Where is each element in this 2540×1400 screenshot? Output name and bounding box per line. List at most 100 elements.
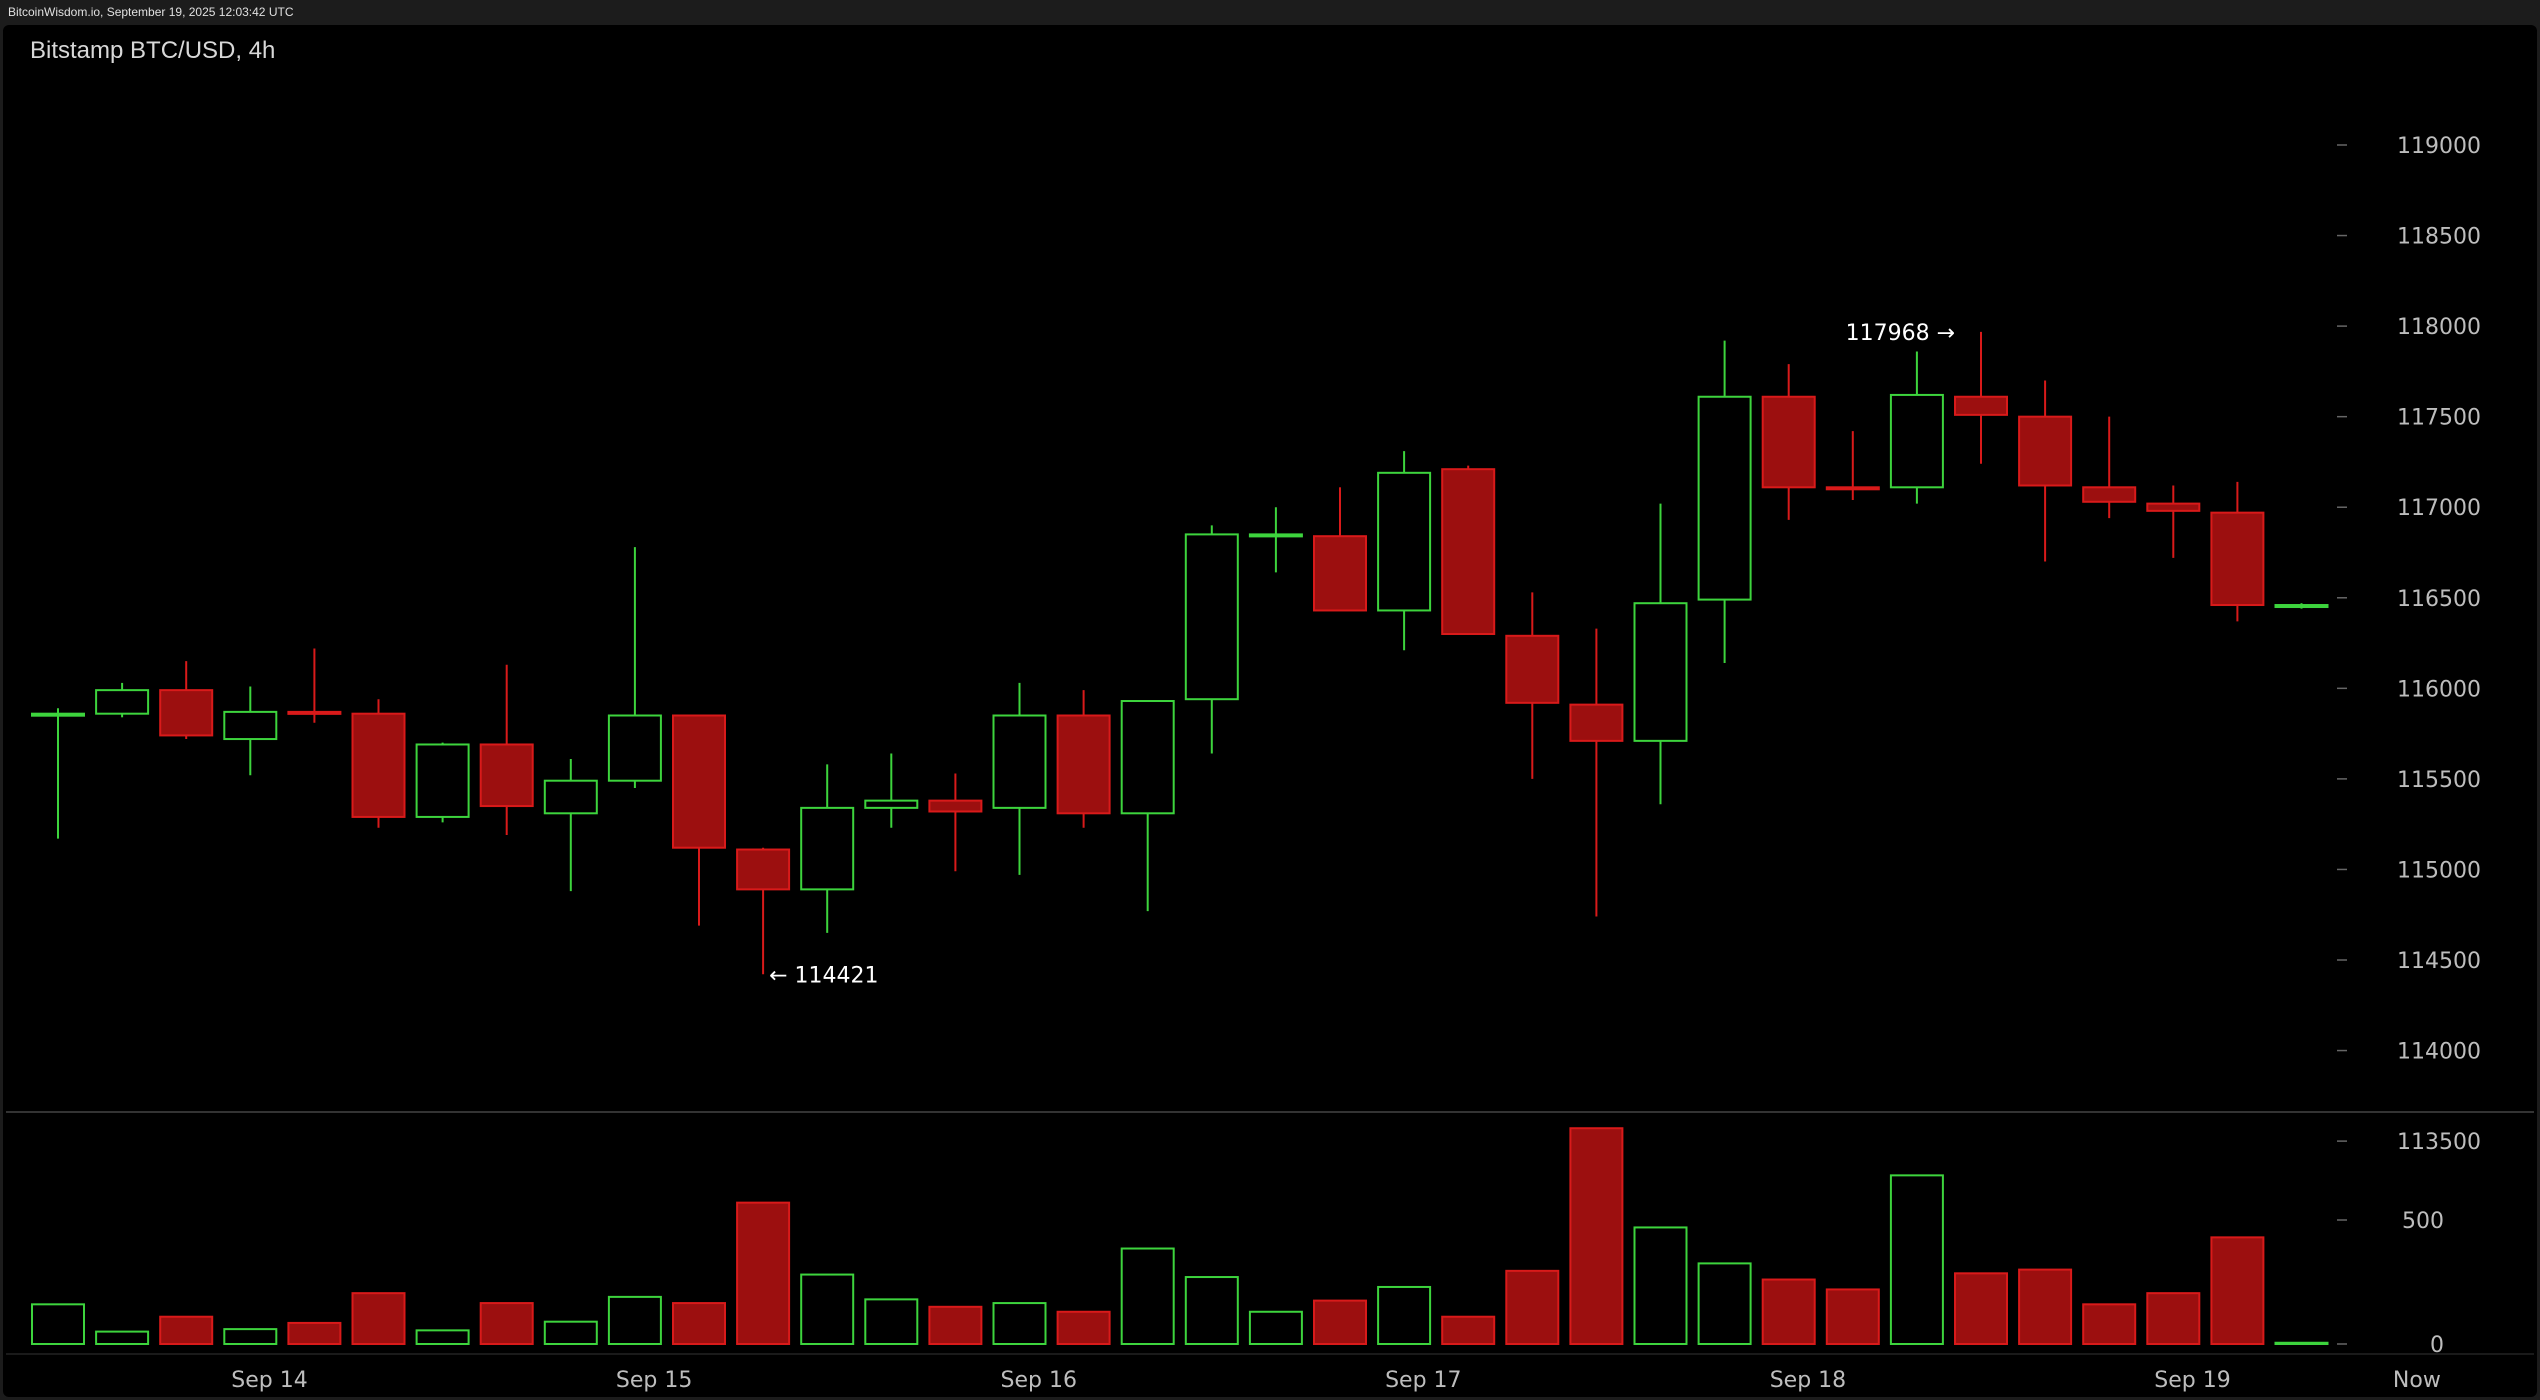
x-axis-label: Sep 17 — [1385, 1368, 1461, 1393]
candle-body — [1505, 634, 1560, 704]
volume-bar — [1248, 1310, 1303, 1346]
volume-bar — [800, 1273, 855, 1346]
volume-bar — [1825, 1288, 1880, 1345]
candle-body — [543, 779, 598, 815]
candle-body — [1697, 395, 1752, 601]
volume-bar — [672, 1302, 726, 1345]
volume-bar — [2146, 1292, 2201, 1346]
candle-body — [31, 712, 85, 717]
candle-body — [479, 743, 534, 808]
candle-body — [287, 710, 342, 715]
candle-body — [1633, 602, 1688, 742]
candle-body — [928, 799, 983, 813]
candle-body — [1825, 486, 1880, 491]
candle-body — [672, 714, 726, 849]
x-axis-label: Sep 19 — [2154, 1368, 2230, 1393]
candle-body — [992, 714, 1047, 809]
candle-body — [1056, 714, 1111, 815]
candle-body — [736, 848, 791, 891]
volume-bar — [287, 1321, 342, 1346]
volume-bar — [2018, 1268, 2073, 1345]
volume-tick-label: 0 — [2430, 1333, 2444, 1358]
volume-bar — [2082, 1303, 2137, 1345]
volume-tick-label: 500 — [2402, 1209, 2444, 1234]
volume-bar — [479, 1302, 534, 1345]
volume-bar — [1184, 1276, 1239, 1346]
price-tick-label: 118500 — [2397, 225, 2481, 250]
volume-bar — [1761, 1278, 1816, 1346]
candle-body — [1569, 703, 1624, 742]
volume-bar — [1505, 1269, 1560, 1345]
price-tick-label: 114000 — [2397, 1040, 2481, 1065]
candle-body — [864, 799, 919, 809]
x-axis-label: Now — [2393, 1368, 2441, 1393]
chart-panel — [3, 25, 2537, 1397]
price-tick-label: 113500 — [2397, 1130, 2481, 1155]
candle-body — [223, 710, 278, 741]
x-axis-label: Sep 14 — [231, 1368, 307, 1393]
price-tick-label: 116000 — [2397, 677, 2481, 702]
x-axis-label: Sep 18 — [1770, 1368, 1846, 1393]
candle-body — [2018, 415, 2073, 487]
candle-body — [607, 714, 662, 782]
price-tick-label: 116500 — [2397, 587, 2481, 612]
candle-body — [1120, 700, 1175, 815]
volume-bar — [1441, 1315, 1496, 1345]
price-tick-label: 117500 — [2397, 406, 2481, 431]
candle-body — [800, 806, 855, 891]
candle-body — [1377, 471, 1432, 612]
top-bar: BitcoinWisdom.io, September 19, 2025 12:… — [0, 0, 2540, 22]
volume-bar — [1697, 1262, 1752, 1346]
candle-body — [2210, 511, 2265, 607]
volume-bar — [928, 1305, 983, 1346]
volume-bar — [1313, 1299, 1367, 1345]
volume-bar — [95, 1330, 150, 1345]
volume-bar — [415, 1329, 470, 1345]
volume-bar — [351, 1292, 406, 1346]
candle-body — [415, 743, 470, 818]
price-annotation: ← 114421 — [769, 963, 878, 988]
volume-bar — [1889, 1174, 1944, 1345]
volume-bar — [1954, 1272, 2008, 1345]
volume-bar — [159, 1315, 214, 1345]
volume-bar — [736, 1201, 791, 1346]
candle-body — [2082, 486, 2137, 503]
volume-bar — [1056, 1310, 1111, 1346]
volume-bar — [607, 1295, 662, 1346]
x-axis-label: Sep 16 — [1001, 1368, 1077, 1393]
price-tick-label: 114500 — [2397, 949, 2481, 974]
candle-body — [1184, 533, 1239, 701]
price-tick-label: 115500 — [2397, 768, 2481, 793]
price-annotation: 117968 → — [1846, 321, 1955, 346]
candle-body — [95, 689, 150, 715]
volume-bar — [2274, 1341, 2329, 1346]
volume-bar — [1120, 1247, 1175, 1346]
volume-bar — [992, 1302, 1047, 1345]
volume-bar — [223, 1328, 278, 1345]
candle-body — [1761, 395, 1816, 489]
candle-body — [159, 689, 214, 737]
volume-bar — [31, 1303, 85, 1345]
price-tick-label: 119000 — [2397, 134, 2481, 159]
x-axis-label: Sep 15 — [616, 1368, 692, 1393]
volume-bar — [2210, 1236, 2265, 1345]
volume-bar — [1569, 1127, 1624, 1345]
candle-body — [1313, 535, 1367, 612]
candle-body — [1889, 393, 1944, 489]
candle-body — [351, 712, 406, 818]
chart-title: Bitstamp BTC/USD, 4h — [30, 37, 276, 64]
timestamp-header: BitcoinWisdom.io, September 19, 2025 12:… — [8, 5, 294, 19]
candle-body — [1954, 395, 2008, 416]
volume-bar — [543, 1320, 598, 1346]
price-tick-label: 118000 — [2397, 315, 2481, 340]
candle-body — [2146, 502, 2201, 512]
candle-body — [1441, 468, 1496, 636]
candle-body — [2274, 604, 2329, 609]
candle-body — [1248, 533, 1303, 538]
price-tick-label: 117000 — [2397, 496, 2481, 521]
volume-bar — [1377, 1285, 1432, 1345]
volume-bar — [1633, 1226, 1688, 1345]
volume-bar — [864, 1298, 919, 1345]
price-tick-label: 115000 — [2397, 858, 2481, 883]
